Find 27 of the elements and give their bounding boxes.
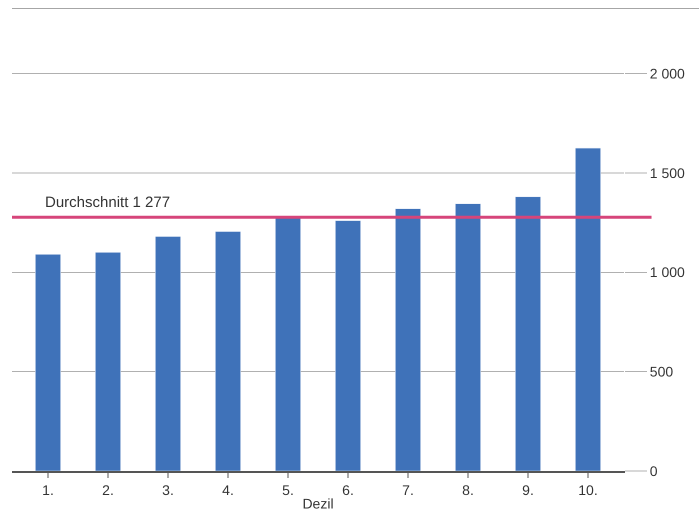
bar xyxy=(335,220,361,471)
x-tick-label: 1. xyxy=(42,482,54,498)
bar xyxy=(215,231,241,471)
bar xyxy=(515,196,541,471)
y-tick-label: 2 000 xyxy=(650,65,686,82)
bar xyxy=(275,217,301,471)
y-tick-label: 1 000 xyxy=(650,264,686,280)
ref-line-label: Durchschnitt 1 277 xyxy=(45,194,170,211)
bar xyxy=(575,148,601,471)
y-tick-label: 1 500 xyxy=(650,164,686,181)
x-tick-label: 7. xyxy=(402,482,414,498)
bar xyxy=(155,236,181,471)
x-axis-title: Dezil xyxy=(302,496,334,512)
x-tick-label: 3. xyxy=(162,482,174,498)
bar xyxy=(455,203,481,471)
bar xyxy=(395,208,421,471)
y-tick-label: 0 xyxy=(650,462,658,479)
x-tick-label: 10. xyxy=(578,482,598,498)
x-tick-label: 2. xyxy=(102,482,114,498)
x-tick-label: 9. xyxy=(522,482,534,498)
x-tick-label: 5. xyxy=(282,482,294,498)
bar xyxy=(95,252,121,471)
y-tick-label: 500 xyxy=(650,364,674,380)
x-tick-label: 8. xyxy=(462,482,474,498)
x-tick-label: 4. xyxy=(222,482,234,498)
bar xyxy=(35,254,61,471)
x-tick-label: 6. xyxy=(342,482,354,498)
